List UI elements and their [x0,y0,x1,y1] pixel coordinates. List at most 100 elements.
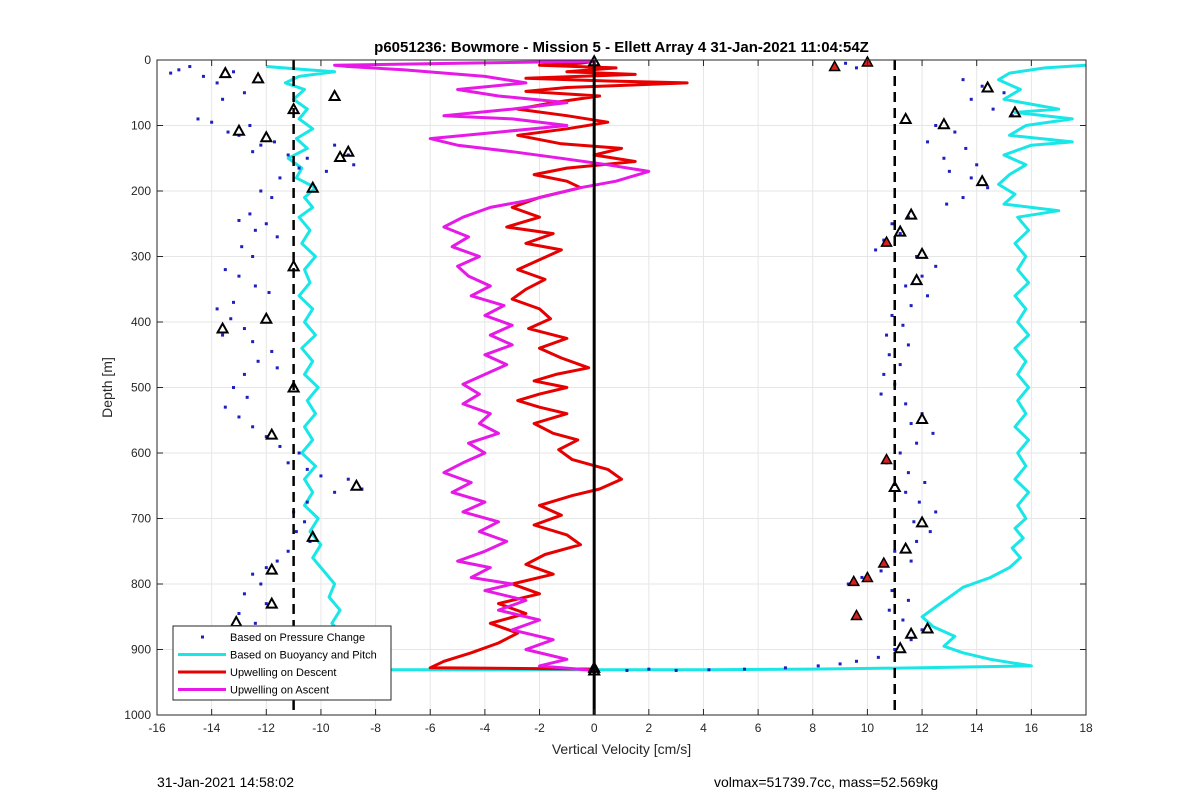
legend-label: Upwelling on Descent [230,667,336,679]
open-triangle-marker [341,144,355,157]
pressure-change-point [920,274,924,278]
pressure-change-point [237,218,241,222]
series-line [333,59,651,672]
y-tick-label: 1000 [124,708,151,722]
x-tick-label: 16 [1025,721,1039,735]
pressure-change-point [237,415,241,419]
pressure-change-point [210,120,214,124]
pressure-change-point [319,474,323,478]
pressure-change-point [253,228,257,232]
pressure-change-point [237,611,241,615]
y-tick-label: 500 [131,381,151,395]
filled-triangle-marker [880,453,893,465]
filled-triangle-marker [861,570,874,583]
pressure-change-point [879,392,883,396]
y-tick-label: 100 [131,119,151,133]
x-tick-label: 2 [645,721,652,735]
x-tick-label: 12 [915,721,929,735]
pressure-change-point [674,668,678,672]
pressure-change-point [251,150,255,154]
pressure-change-point [915,255,919,258]
open-triangle-marker [259,130,273,143]
pressure-change-point [915,539,919,543]
x-tick-label: -2 [534,721,545,735]
legend-label: Based on Pressure Change [230,632,365,644]
open-triangle-marker [888,480,902,493]
filled-triangle-marker [847,574,861,587]
open-triangle-marker [898,541,913,554]
open-triangle-marker [587,660,601,673]
pressure-change-point [264,222,268,226]
pressure-change-point [879,569,883,573]
pressure-change-point [259,582,263,586]
legend-label: Based on Buoyancy and Pitch [230,650,377,662]
open-triangle-marker [259,311,273,324]
pressure-change-point [223,405,227,409]
pressure-change-point [874,248,878,252]
chart-title: p6051236: Bowmore - Mission 5 - Ellett A… [374,39,869,56]
x-tick-label: 10 [861,721,875,735]
pressure-change-point [256,359,260,363]
y-tick-label: 0 [144,53,151,67]
series-line [182,65,595,672]
pressure-change-point [980,84,984,88]
pressure-change-point [324,169,328,173]
pressure-change-point [898,451,902,455]
open-triangle-marker [218,66,233,79]
pressure-change-point [906,471,910,475]
pressure-change-point [297,451,301,455]
y-tick-label: 400 [131,315,151,329]
pressure-change-point [264,435,268,439]
x-axis-label: Vertical Velocity [cm/s] [552,741,691,757]
pressure-change-point [934,264,938,268]
pressure-change-point [964,146,968,150]
x-tick-label: -14 [203,721,221,735]
pressure-change-point [942,156,946,160]
pressure-change-point [248,212,252,216]
pressure-change-point [221,333,225,337]
open-triangle-marker [265,427,279,440]
legend-label: Upwelling on Ascent [230,685,329,697]
pressure-change-point [885,333,889,337]
open-triangle-marker [915,515,929,528]
open-triangle-marker [306,529,320,542]
pressure-change-point [264,602,268,606]
open-triangle-marker [915,246,929,259]
pressure-change-point [232,70,236,74]
pressure-change-point [188,65,192,69]
series-line [428,59,689,671]
pressure-change-point [294,530,298,534]
pressure-change-point [625,668,629,672]
pressure-change-point [928,530,932,534]
reference-lines [292,60,896,715]
pressure-change-point [305,156,309,160]
pressure-change-point [901,323,905,327]
series-line [594,63,1087,672]
open-triangle-marker [980,80,995,93]
pressure-change-point [305,500,309,504]
open-triangle-marker [898,111,913,124]
y-tick-label: 800 [131,577,151,591]
open-triangle-marker [265,596,279,609]
pressure-change-point [947,169,951,173]
pressure-change-point [890,222,894,226]
x-tick-label: -6 [425,721,436,735]
open-triangle-marker [265,562,279,575]
pressure-change-point [969,97,973,101]
pressure-change-point [893,549,897,553]
pressure-change-point [267,291,271,295]
filled-triangle-marker [880,235,893,247]
open-triangle-marker [286,259,301,272]
open-triangle-marker [587,663,601,676]
pressure-change-point [926,140,930,144]
pressure-change-point [915,441,919,445]
open-triangle-marker [893,641,907,654]
pressure-change-point [923,480,927,484]
pressure-change-point [270,349,274,353]
pressure-change-point [333,490,337,494]
open-triangle-marker [229,614,243,627]
pressure-change-point [237,274,241,278]
x-axis-ticks: -16 -14 -12 -10 -8 -6 -4 -2 0 2 4 6 8 10 12 14 16 18 [148,60,1093,735]
pressure-change-point [882,238,886,242]
